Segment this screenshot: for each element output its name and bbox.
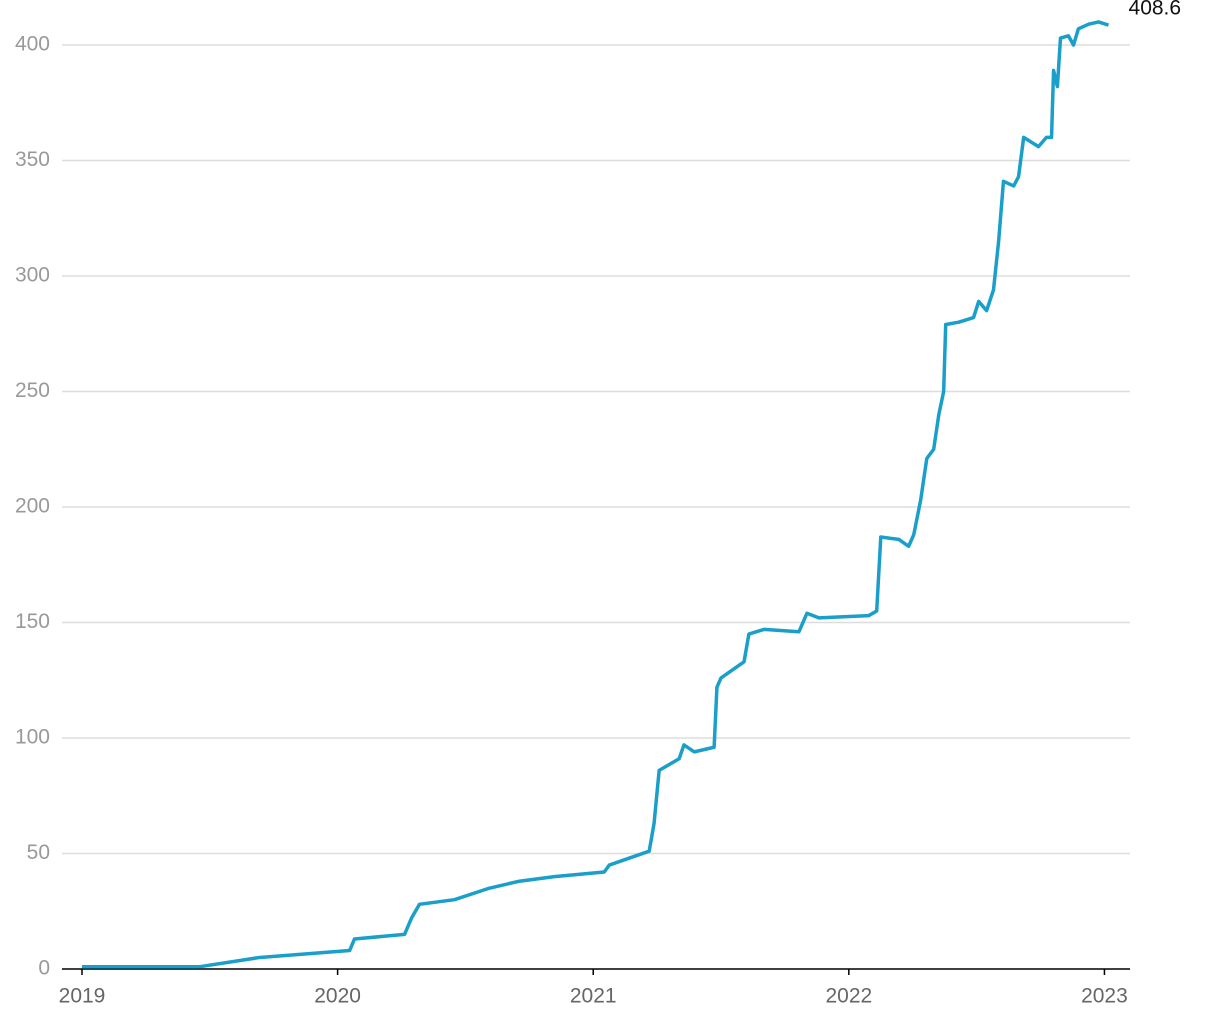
y-tick-label: 200 (15, 495, 50, 518)
y-tick-label: 150 (15, 610, 50, 633)
x-tick-label: 2021 (570, 985, 617, 1008)
x-tick-label: 2020 (314, 985, 361, 1008)
x-tick-label: 2022 (825, 985, 872, 1008)
y-tick-label: 100 (15, 726, 50, 749)
x-tick-label: 2019 (59, 985, 106, 1008)
y-tick-label: 50 (27, 841, 50, 864)
end-label: 408.6 (1129, 0, 1182, 20)
y-tick-label: 250 (15, 379, 50, 402)
y-tick-label: 350 (15, 148, 50, 171)
y-tick-label: 0 (38, 957, 50, 980)
y-tick-label: 400 (15, 33, 50, 56)
line (82, 20, 1110, 969)
y-tick-label: 300 (15, 264, 50, 287)
x-tick-label: 2023 (1081, 985, 1128, 1008)
